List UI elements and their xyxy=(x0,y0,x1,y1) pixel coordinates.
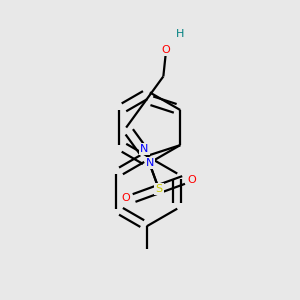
Text: N: N xyxy=(146,158,154,168)
Text: S: S xyxy=(155,184,162,194)
Text: H: H xyxy=(176,29,184,39)
Text: O: O xyxy=(162,45,170,55)
Text: O: O xyxy=(122,193,130,203)
Text: N: N xyxy=(140,144,148,154)
Text: O: O xyxy=(188,175,196,185)
